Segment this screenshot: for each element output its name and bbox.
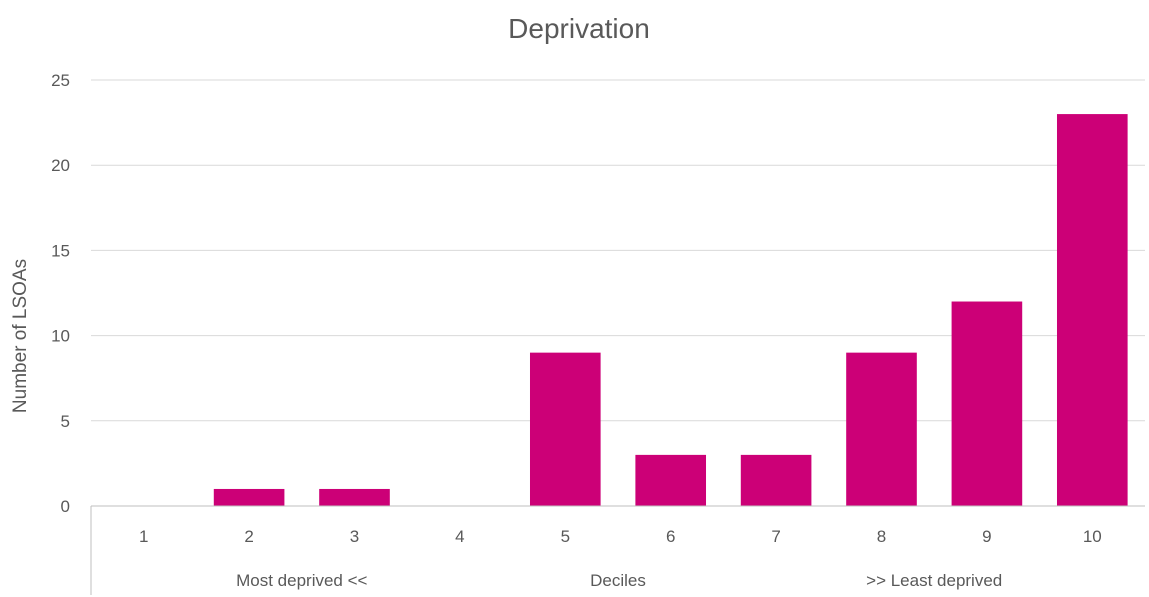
x-tick-label: 3 <box>350 527 359 546</box>
x-tick-labels: 1 2 3 4 5 6 7 8 9 10 <box>139 527 1102 546</box>
x-tick-label: 2 <box>244 527 253 546</box>
bar-decile-10 <box>1056 114 1128 506</box>
bar-decile-3 <box>319 488 390 506</box>
x-axis <box>90 505 1145 595</box>
bar-decile-2 <box>213 488 285 506</box>
bar-decile-7 <box>740 454 812 506</box>
x-group-labels: Most deprived << Deciles >> Least deprived <box>236 571 1002 590</box>
x-tick-label: 4 <box>455 527 464 546</box>
y-tick-label: 0 <box>61 497 70 516</box>
x-tick-label: 8 <box>877 527 886 546</box>
chart-title: Deprivation <box>508 13 650 44</box>
bar-decile-5 <box>529 352 601 506</box>
bar-decile-8 <box>846 352 917 506</box>
x-tick-label: 5 <box>561 527 570 546</box>
x-tick-label: 9 <box>982 527 991 546</box>
bar-decile-9 <box>951 301 1023 506</box>
x-group-label: Most deprived << <box>236 571 367 590</box>
x-tick-label: 6 <box>666 527 675 546</box>
y-tick-label: 25 <box>51 71 70 90</box>
y-tick-label: 5 <box>61 412 70 431</box>
x-tick-label: 10 <box>1083 527 1102 546</box>
x-group-label: >> Least deprived <box>866 571 1002 590</box>
y-tick-label: 20 <box>51 156 70 175</box>
y-axis-label: Number of LSOAs <box>10 259 31 413</box>
bars <box>213 114 1128 506</box>
y-tick-labels: 0 5 10 15 20 25 <box>51 71 70 516</box>
x-tick-label: 7 <box>771 527 780 546</box>
x-tick-label: 1 <box>139 527 148 546</box>
bar-decile-6 <box>635 454 707 506</box>
y-tick-label: 15 <box>51 241 70 260</box>
y-tick-label: 10 <box>51 327 70 346</box>
x-group-label: Deciles <box>590 571 646 590</box>
